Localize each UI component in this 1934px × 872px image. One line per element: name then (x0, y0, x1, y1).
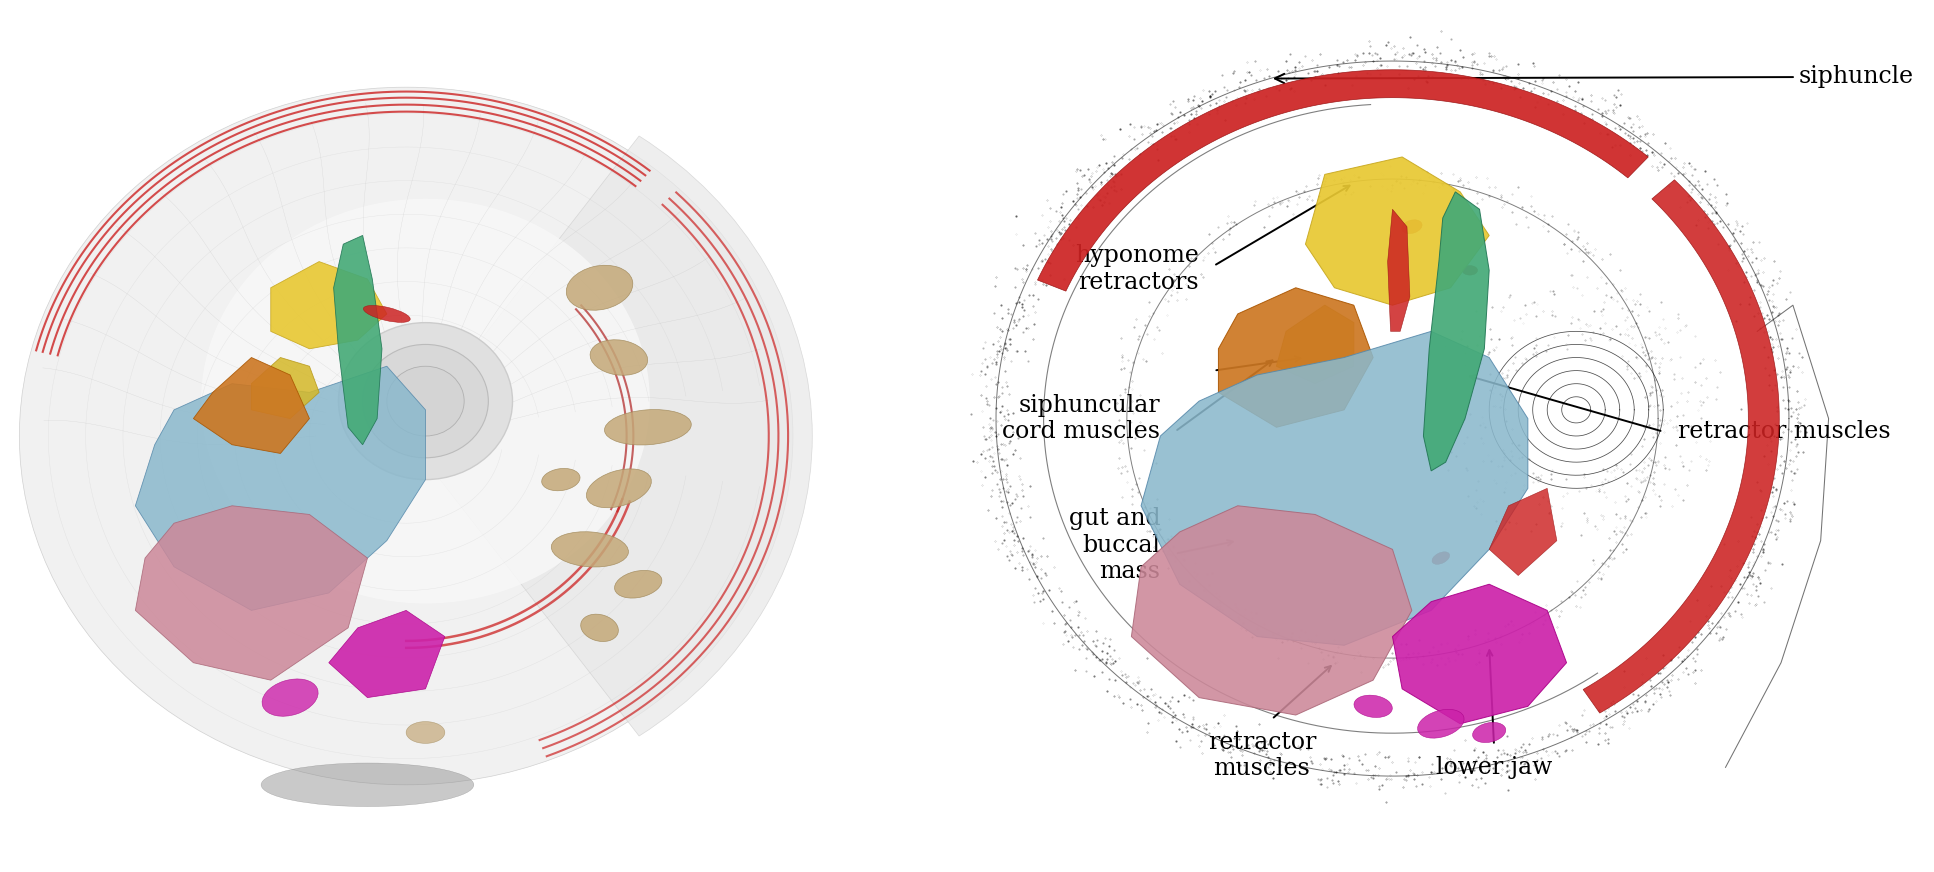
Polygon shape (193, 358, 309, 453)
Ellipse shape (261, 679, 319, 716)
Circle shape (338, 323, 513, 480)
Ellipse shape (261, 763, 474, 807)
Ellipse shape (1418, 710, 1464, 738)
Polygon shape (1389, 209, 1410, 331)
Polygon shape (333, 235, 383, 445)
Circle shape (201, 199, 650, 603)
Polygon shape (1141, 331, 1528, 645)
Circle shape (19, 87, 793, 785)
Ellipse shape (590, 340, 648, 375)
Ellipse shape (580, 614, 619, 642)
Ellipse shape (567, 265, 632, 310)
Polygon shape (1305, 157, 1489, 305)
Polygon shape (329, 610, 445, 698)
Ellipse shape (1402, 220, 1421, 234)
Ellipse shape (1472, 722, 1507, 743)
Text: lower jaw: lower jaw (1435, 756, 1553, 779)
Wedge shape (406, 136, 812, 736)
Polygon shape (271, 262, 387, 349)
Text: retractor muscles: retractor muscles (1679, 420, 1890, 443)
Circle shape (387, 366, 464, 436)
Ellipse shape (1431, 552, 1450, 564)
Polygon shape (251, 358, 319, 419)
Ellipse shape (1354, 695, 1392, 718)
Text: hyponome
retractors: hyponome retractors (1075, 244, 1199, 294)
Polygon shape (135, 506, 367, 680)
Ellipse shape (1462, 265, 1478, 275)
Text: siphuncular
cord muscles: siphuncular cord muscles (1002, 394, 1160, 443)
Ellipse shape (406, 722, 445, 743)
Ellipse shape (586, 469, 652, 508)
Polygon shape (1423, 192, 1489, 471)
Ellipse shape (364, 305, 410, 323)
Polygon shape (1276, 305, 1354, 384)
Ellipse shape (605, 410, 690, 445)
Text: gut and
buccal
mass: gut and buccal mass (1070, 507, 1160, 583)
Text: siphuncle: siphuncle (1275, 65, 1915, 88)
Polygon shape (1392, 584, 1567, 724)
Polygon shape (1131, 506, 1412, 715)
Text: retractor
muscles: retractor muscles (1207, 731, 1317, 780)
Circle shape (364, 344, 489, 458)
Ellipse shape (551, 532, 629, 567)
Polygon shape (1584, 180, 1779, 713)
Ellipse shape (542, 468, 580, 491)
Polygon shape (135, 366, 425, 610)
Polygon shape (1037, 70, 1648, 291)
Polygon shape (1489, 488, 1557, 576)
Ellipse shape (615, 570, 661, 598)
Polygon shape (1218, 288, 1373, 427)
